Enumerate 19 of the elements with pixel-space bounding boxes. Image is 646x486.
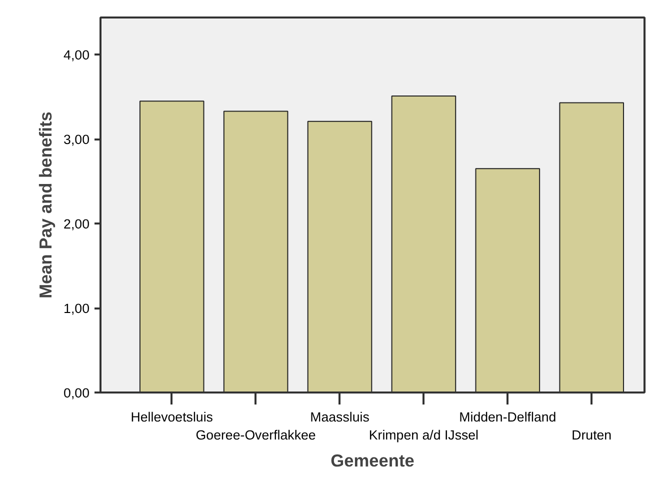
y-tick-label: 1,00 bbox=[64, 301, 90, 316]
y-axis-title: Mean Pay and benefits bbox=[36, 112, 56, 298]
y-tick-label: 3,00 bbox=[64, 132, 90, 148]
x-tick-label: Krimpen a/d IJssel bbox=[368, 428, 479, 442]
bar bbox=[475, 168, 540, 392]
y-tick-label: 4,00 bbox=[64, 48, 90, 63]
x-tick-label: Midden-Delfland bbox=[459, 410, 556, 424]
bar bbox=[391, 96, 456, 392]
x-axis-title: Gemeente bbox=[330, 450, 415, 470]
x-tick-label: Druten bbox=[572, 428, 612, 442]
y-tick-label: 2,00 bbox=[64, 216, 90, 232]
bar bbox=[139, 100, 204, 392]
y-tick-label: 0,00 bbox=[64, 386, 90, 400]
bar bbox=[223, 110, 288, 392]
x-tick-label: Maassluis bbox=[310, 410, 370, 424]
bar bbox=[307, 120, 372, 392]
bar bbox=[559, 102, 624, 392]
x-tick-label: Goeree-Overflakkee bbox=[196, 428, 316, 442]
x-tick-label: Hellevoetsluis bbox=[130, 410, 214, 424]
